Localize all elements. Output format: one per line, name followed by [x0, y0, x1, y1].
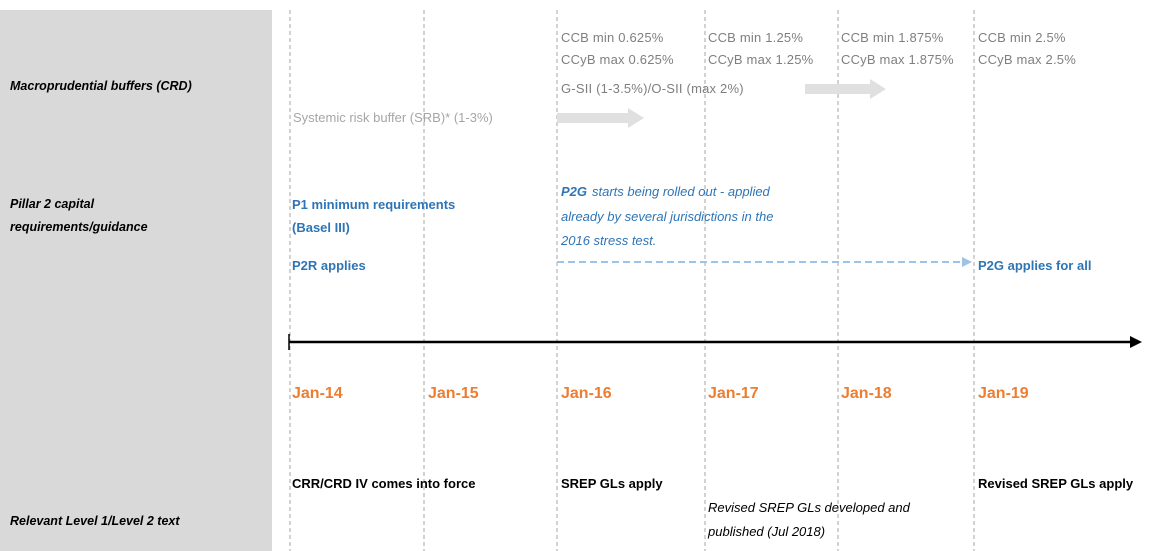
p2g-text: starts being rolled out - applied	[592, 184, 770, 199]
legal-text: Revised SREP GLs apply	[978, 476, 1134, 491]
row-label: Pillar 2 capital	[10, 197, 95, 211]
ccyb-label: CCyB max 1.25%	[708, 52, 814, 67]
legal-text: SREP GLs apply	[561, 476, 663, 491]
row-label: Relevant Level 1/Level 2 text	[10, 514, 180, 528]
srb-label: Systemic risk buffer (SRB)* (1-3%)	[293, 110, 493, 125]
p2g-all-label: P2G applies for all	[978, 258, 1092, 273]
label-panel	[0, 10, 272, 551]
ccyb-label: CCyB max 0.625%	[561, 52, 674, 67]
ccb-label: CCB min 0.625%	[561, 30, 664, 45]
ccyb-label: CCyB max 1.875%	[841, 52, 954, 67]
dividers	[289, 10, 975, 551]
p2g-text: 2016 stress test.	[561, 233, 657, 248]
gsii-label: G-SII (1-3.5%)/O-SII (max 2%)	[561, 81, 744, 96]
date-label: Jan-15	[428, 385, 479, 402]
row-label: requirements/guidance	[10, 220, 148, 234]
ccyb-label: CCyB max 2.5%	[978, 52, 1076, 67]
ccb-label: CCB min 1.25%	[708, 30, 804, 45]
legal-text: CRR/CRD IV comes into force	[292, 476, 476, 491]
legal-note: Revised SREP GLs developed and	[708, 500, 910, 515]
ccb-label: CCB min 2.5%	[978, 30, 1066, 45]
p2g-rollout-arrowhead	[962, 257, 972, 267]
date-label: Jan-19	[978, 385, 1029, 402]
date-label: Jan-18	[841, 385, 892, 402]
date-label: Jan-14	[292, 385, 343, 402]
buffer-arrow	[805, 79, 886, 99]
p2g-text: already by several jurisdictions in the	[561, 209, 774, 224]
date-label: Jan-16	[561, 385, 612, 402]
p2g-note: P2G starts being rolled out - applied	[561, 184, 770, 200]
buffer-arrow	[557, 108, 644, 128]
row-label: Macroprudential buffers (CRD)	[10, 79, 192, 93]
p2g-lead: P2G	[561, 184, 588, 199]
p2r-label: P2R applies	[292, 258, 366, 273]
p1-label: P1 minimum requirements	[292, 197, 456, 212]
date-label: Jan-17	[708, 385, 759, 402]
timeline-arrowhead	[1130, 336, 1142, 348]
p1-label: (Basel III)	[292, 220, 350, 235]
ccb-label: CCB min 1.875%	[841, 30, 944, 45]
legal-note: published (Jul 2018)	[708, 524, 826, 539]
